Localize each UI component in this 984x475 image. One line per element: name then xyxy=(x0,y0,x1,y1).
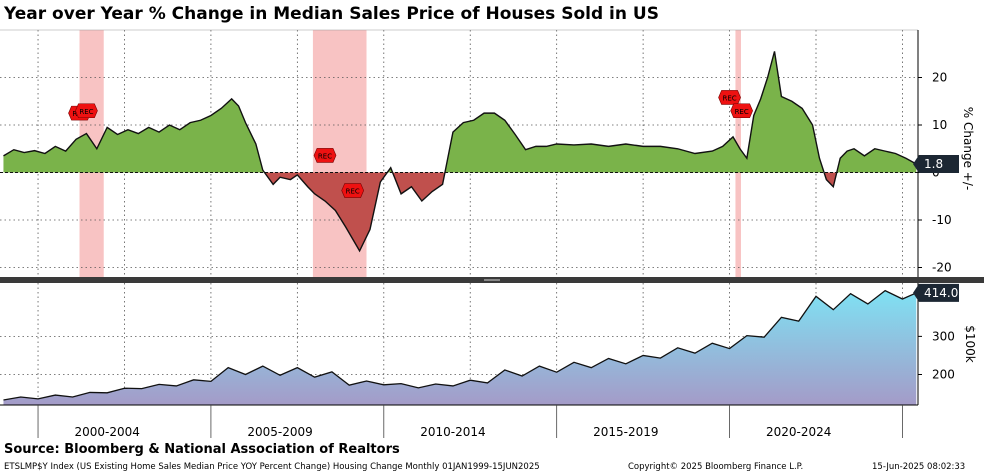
recession-markers: RECRECRECRECRECREC xyxy=(68,90,753,198)
recession-marker-label-3: REC xyxy=(318,152,332,160)
recession-marker-3 xyxy=(313,148,337,163)
negative-area-4 xyxy=(392,172,445,201)
last-value-yoy-bg xyxy=(913,154,959,173)
panel-resize-handle xyxy=(484,279,500,281)
xtick-label-2: 2010-2014 xyxy=(420,425,485,439)
last-value-price: 414.0 xyxy=(924,286,958,300)
recession-marker-6 xyxy=(730,103,753,119)
chart-title: Year over Year % Change in Median Sales … xyxy=(4,4,659,24)
last-value-price-bg xyxy=(913,283,959,302)
last-value-yoy: 1.8 xyxy=(924,157,943,171)
ytick-label-top-0: -20 xyxy=(932,261,952,275)
positive-area-7 xyxy=(836,148,917,173)
median-price-area xyxy=(3,290,917,405)
recession-marker-label-4: REC xyxy=(346,188,360,196)
recession-marker-label-5: REC xyxy=(722,94,736,102)
ytick-label-top-1: -10 xyxy=(932,213,952,227)
median-price-line xyxy=(3,289,917,401)
footer-copyright: Copyright© 2025 Bloomberg Finance L.P. xyxy=(628,462,804,472)
ylabel-top: % Change +/- xyxy=(961,107,975,190)
recession-marker-label-6: REC xyxy=(735,108,749,116)
xtick-label-3: 2015-2019 xyxy=(593,425,658,439)
median-price-series xyxy=(3,289,917,405)
value-labels: 1.8 414.0 xyxy=(913,154,959,302)
ytick-label-bottom-1: 300 xyxy=(932,329,955,343)
ytick-label-top-3: 10 xyxy=(932,118,947,132)
xtick-label-0: 2000-2004 xyxy=(74,425,139,439)
xtick-label-4: 2020-2024 xyxy=(766,425,831,439)
footer-timestamp: 15-Jun-2025 08:02:33 xyxy=(872,462,966,472)
axes xyxy=(0,29,984,406)
source-note: Source: Bloomberg & National Association… xyxy=(4,442,400,457)
recession-marker-label-2: REC xyxy=(79,108,93,116)
ytick-label-top-4: 20 xyxy=(932,71,947,85)
recession-marker-2 xyxy=(75,103,98,119)
ytick-label-bottom-0: 200 xyxy=(932,368,955,382)
positive-area-1 xyxy=(3,98,265,173)
yoy-change-series xyxy=(0,51,918,253)
xtick-label-1: 2005-2009 xyxy=(247,425,312,439)
ylabel-bottom: $100k xyxy=(963,325,977,363)
recession-marker-4 xyxy=(341,183,365,198)
positive-area-5 xyxy=(444,51,825,173)
tick-labels: -20-1001020200300% Change +/-$100k2000-2… xyxy=(37,71,977,439)
yoy-change-line xyxy=(3,51,917,253)
footer-index-description: ETSLMP$Y Index (US Existing Home Sales M… xyxy=(4,462,540,472)
chart: -20-1001020200300% Change +/-$100k2000-2… xyxy=(0,29,984,439)
